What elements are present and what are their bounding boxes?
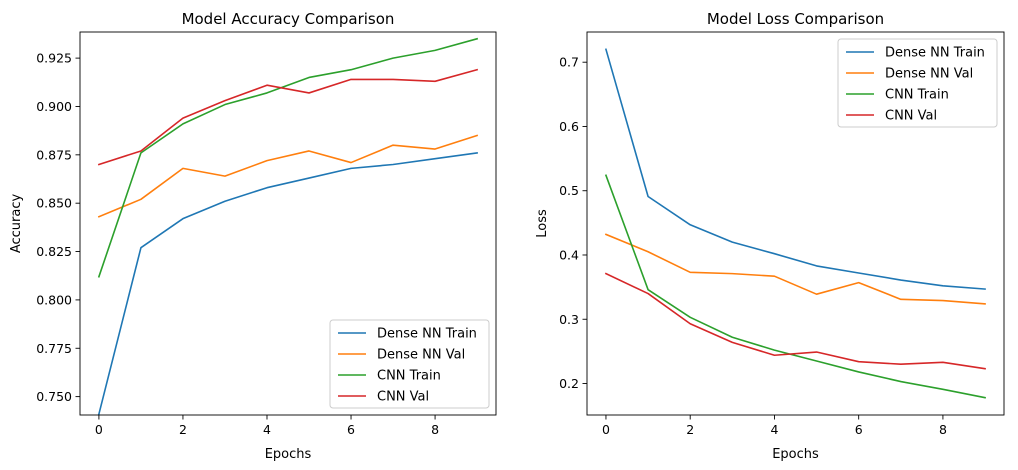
legend-entry: Dense NN Train <box>885 46 985 61</box>
series-line-cnn-val <box>97 68 479 166</box>
x-tick-label: 6 <box>855 422 863 437</box>
y-axis-label: Loss <box>535 209 550 238</box>
plot-frame <box>79 31 497 416</box>
x-tick-label: 0 <box>95 422 103 437</box>
y-tick-label: 0.3 <box>559 312 579 327</box>
legend-entry: CNN Val <box>885 109 937 124</box>
y-tick-label: 0.875 <box>36 147 72 162</box>
series-line-dense-nn-train <box>97 151 478 416</box>
x-tick-label: 8 <box>939 422 947 437</box>
legend-entry: Dense NN Val <box>885 67 973 82</box>
x-tick-label: 6 <box>347 422 355 437</box>
legend-box <box>329 319 490 409</box>
y-tick-label: 0.775 <box>36 341 72 356</box>
series-line-cnn-val <box>604 272 986 370</box>
plot-frame <box>586 31 1005 416</box>
series-line-dense-nn-val <box>97 134 479 218</box>
y-tick-label: 0.900 <box>36 99 72 114</box>
legend-entry: Dense NN Train <box>377 327 477 342</box>
legend-entry: CNN Train <box>885 88 949 103</box>
y-tick-label: 0.6 <box>559 119 579 134</box>
x-tick-label: 8 <box>431 422 439 437</box>
x-axis-label: Epochs <box>265 447 312 462</box>
x-tick-label: 2 <box>686 422 694 437</box>
x-axis-label: Epochs <box>772 447 819 462</box>
series-line-cnn-train <box>604 174 986 399</box>
x-tick-label: 2 <box>179 422 187 437</box>
legend-entry: CNN Train <box>377 369 441 384</box>
legend: Dense NN Train Dense NN Val CNN Train CNN V… <box>329 319 490 409</box>
chart-panel-accuracy: Model Accuracy Comparison 0 2 4 6 8 0.750 0.775… <box>9 10 497 462</box>
y-tick-label: 0.4 <box>559 247 579 262</box>
chart-title: Model Accuracy Comparison <box>182 10 395 28</box>
legend-entry: Dense NN Val <box>377 348 465 363</box>
chart-panel-loss: Model Loss Comparison 0 2 4 6 8 0.2 0.3 0.4 0.5 0.… <box>535 10 1005 462</box>
y-tick-label: 0.925 <box>36 51 72 66</box>
y-tick-label: 0.7 <box>559 55 579 70</box>
series-line-cnn-train <box>97 37 479 278</box>
legend-box <box>837 38 998 128</box>
x-tick-label: 4 <box>770 422 778 437</box>
y-tick-label: 0.750 <box>36 389 72 404</box>
legend: Dense NN Train Dense NN Val CNN Train CNN V… <box>837 38 998 128</box>
y-tick-label: 0.850 <box>36 196 72 211</box>
y-tick-label: 0.2 <box>559 376 579 391</box>
y-tick-label: 0.5 <box>559 183 579 198</box>
legend-entry: CNN Val <box>377 390 429 405</box>
series-line-dense-nn-train <box>604 48 986 290</box>
x-tick-label: 0 <box>602 422 610 437</box>
y-tick-label: 0.825 <box>36 244 72 259</box>
series-line-dense-nn-val <box>604 233 986 305</box>
chart-title: Model Loss Comparison <box>707 10 884 28</box>
y-axis-label: Accuracy <box>9 194 24 254</box>
x-tick-label: 4 <box>263 422 271 437</box>
y-tick-label: 0.800 <box>36 292 72 307</box>
